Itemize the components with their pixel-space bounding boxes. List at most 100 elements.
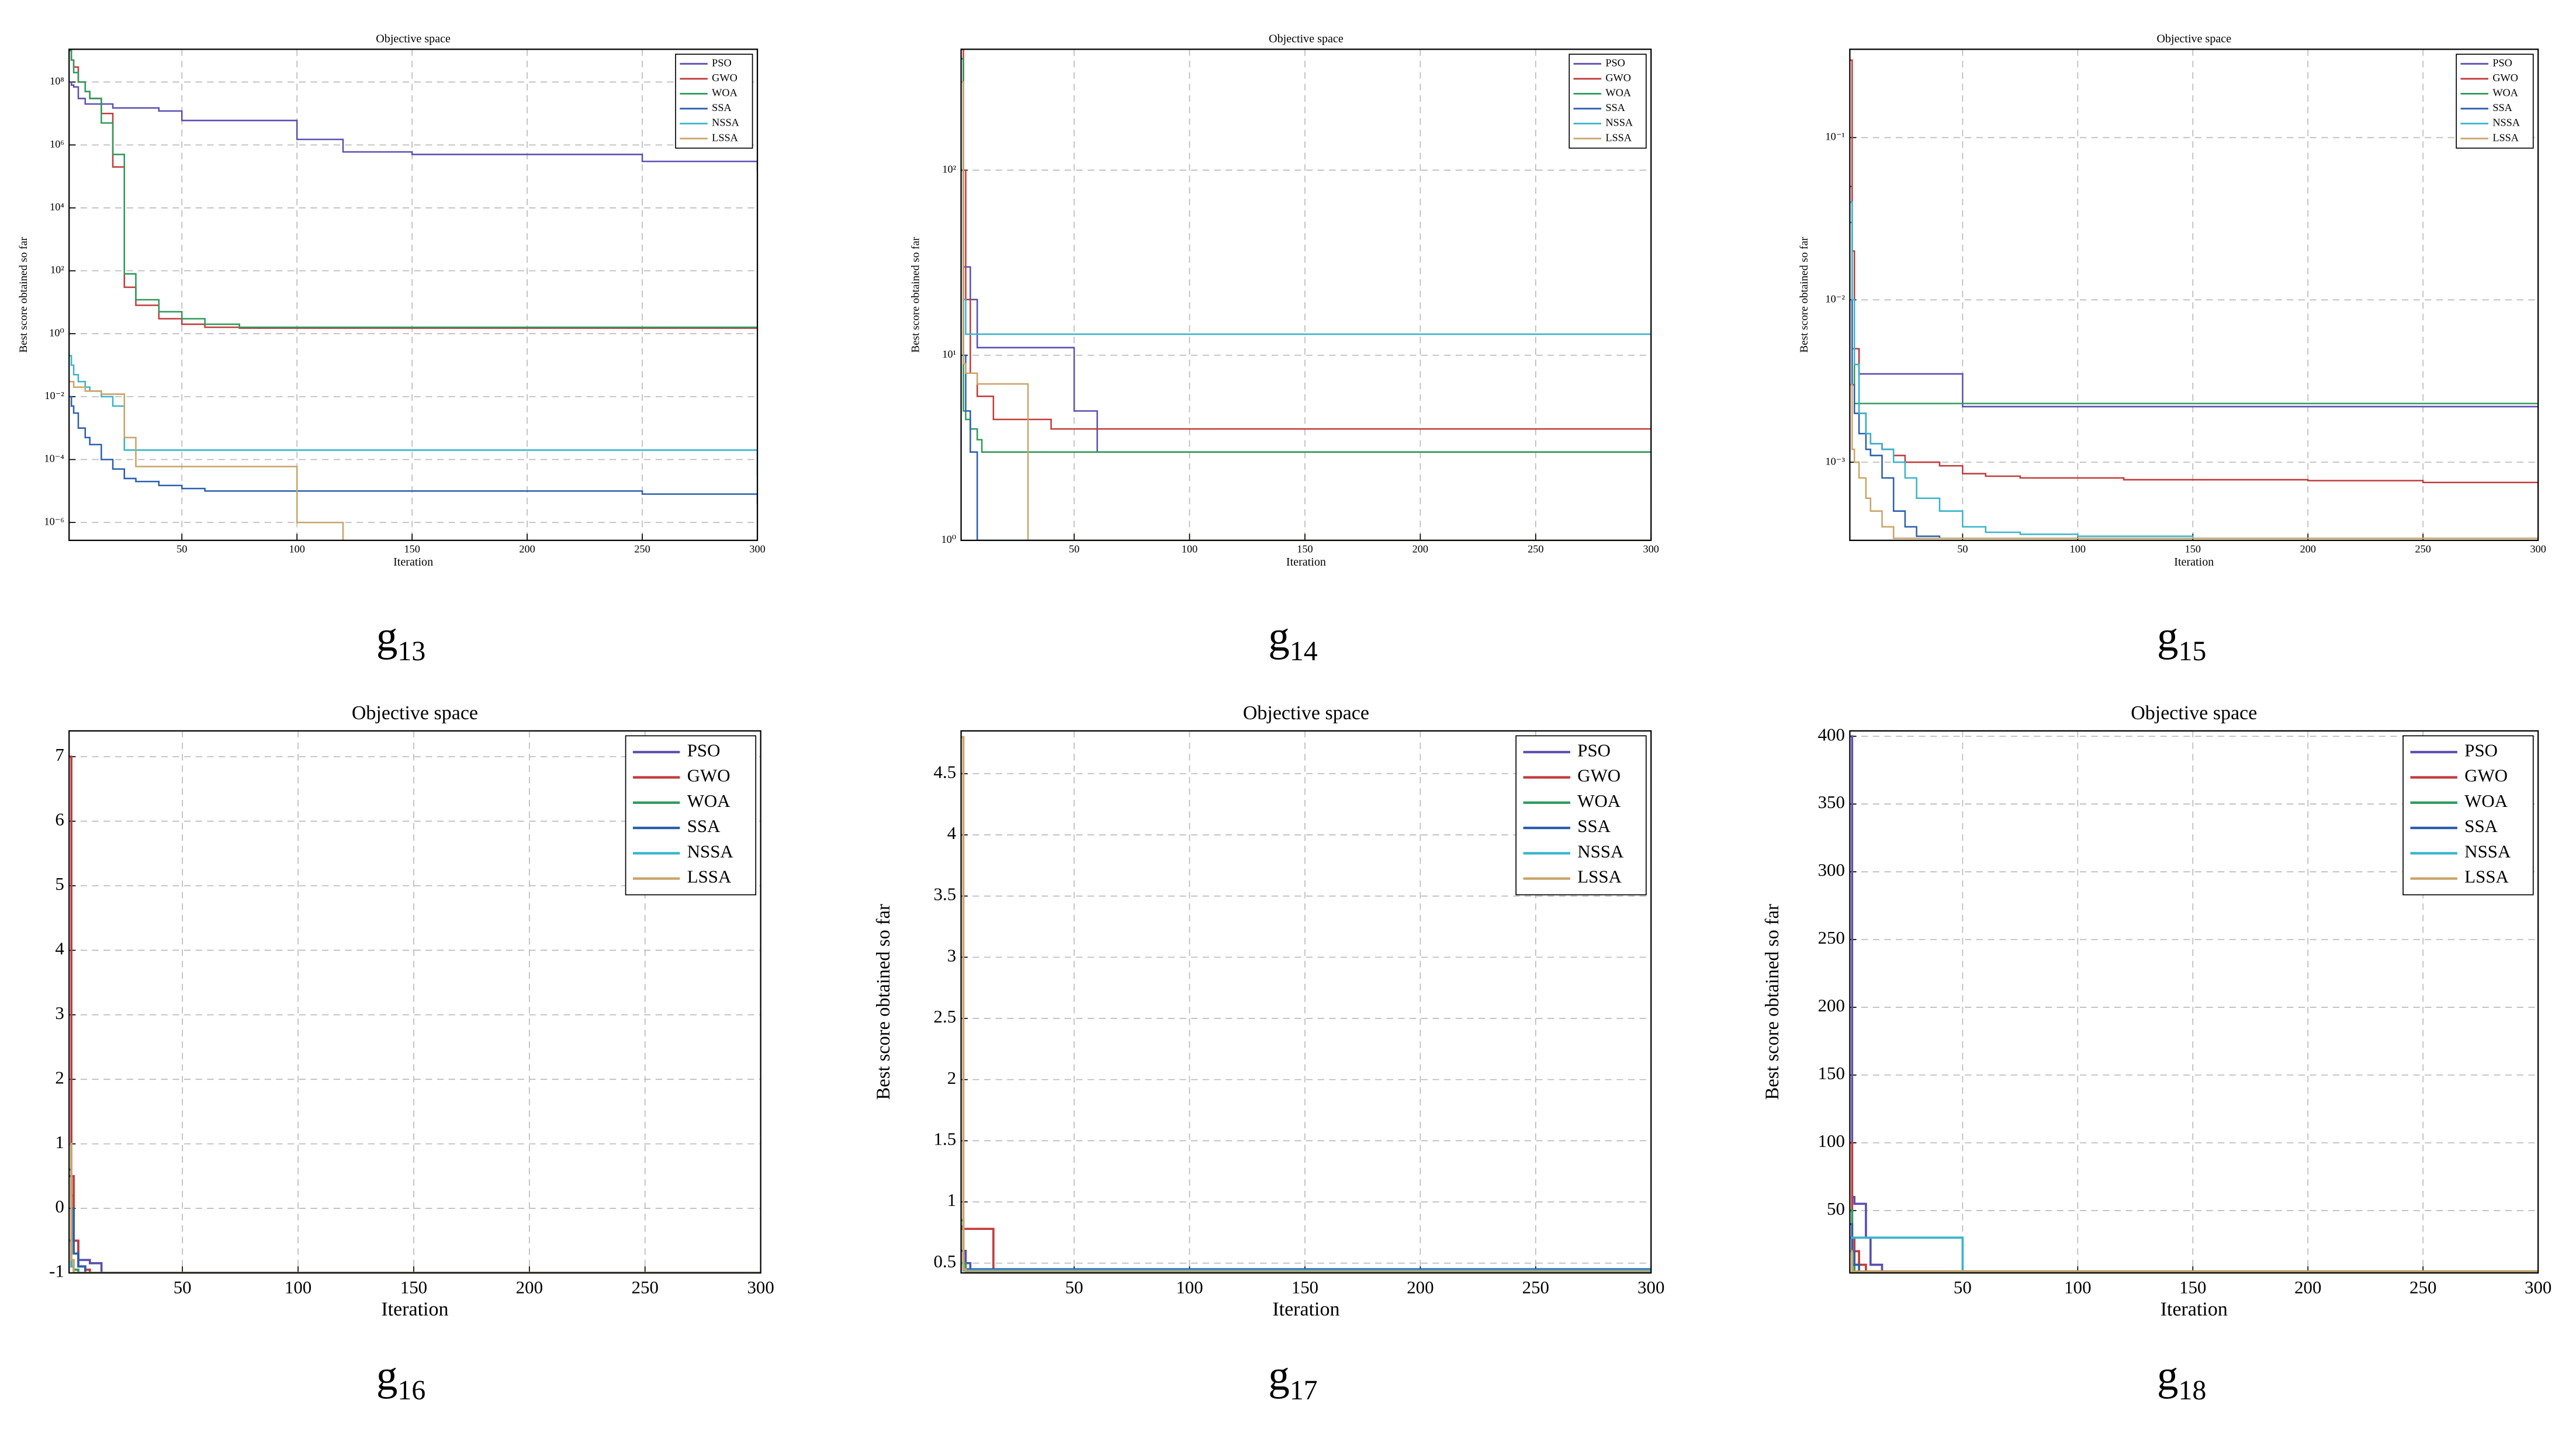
x-tick-label: 50 <box>1065 1277 1083 1297</box>
caption-letter: g <box>1268 612 1290 660</box>
x-tick-label: 100 <box>289 543 304 554</box>
y-tick-label: 200 <box>1818 995 1845 1015</box>
axes-frame <box>960 730 1652 1274</box>
y-tick-label: 2 <box>55 1067 64 1087</box>
x-tick-label: 250 <box>2409 1277 2436 1297</box>
x-tick-label: 200 <box>1412 543 1428 554</box>
legend-label: SSA <box>1577 816 1611 836</box>
x-tick-label: 150 <box>2185 543 2201 554</box>
legend-label: PSO <box>1577 740 1611 760</box>
y-tick-label: 10⁻² <box>1826 293 1846 304</box>
x-tick-label: 250 <box>2415 543 2431 554</box>
y-tick-label: 10⁰ <box>941 533 957 545</box>
y-tick-label: 3 <box>55 1003 64 1023</box>
y-tick-label: 2.5 <box>934 1006 957 1027</box>
y-tick-label: 10⁻³ <box>1826 455 1846 467</box>
caption-letter: g <box>376 612 398 660</box>
chart-title: Objective space <box>376 32 451 45</box>
legend-label: LSSA <box>687 866 732 887</box>
legend-label: NSSA <box>1605 117 1633 129</box>
series-lines <box>1850 59 2539 539</box>
y-tick-label: 250 <box>1818 927 1845 948</box>
series-line <box>961 1261 1651 1272</box>
x-axis-label: Iteration <box>1286 556 1326 569</box>
y-tick-label: 1 <box>55 1132 64 1152</box>
x-axis-label: Iteration <box>2160 1298 2228 1320</box>
x-tick-label: 150 <box>1297 543 1313 554</box>
y-tick-label: 400 <box>1818 724 1845 744</box>
legend-label: LSSA <box>1577 866 1622 887</box>
series-line <box>1850 221 2539 404</box>
legend-label: LSSA <box>2464 866 2509 887</box>
caption: g13 <box>376 612 425 667</box>
axes-frame <box>68 730 761 1274</box>
x-tick-label: 100 <box>2064 1277 2091 1297</box>
legend-label: NSSA <box>2492 117 2520 129</box>
caption-subscript: 17 <box>1290 1375 1318 1406</box>
legend-box <box>1569 53 1647 149</box>
series-line <box>69 396 758 504</box>
series-line <box>961 81 1651 335</box>
x-tick-label: 250 <box>1522 1277 1549 1297</box>
x-tick-label: 300 <box>747 1277 774 1297</box>
y-tick-label: 10⁴ <box>50 201 64 213</box>
series-line <box>961 1250 1651 1271</box>
series-line <box>1850 1250 2539 1273</box>
caption-letter: g <box>2157 612 2179 660</box>
caption: g18 <box>2157 1351 2206 1406</box>
caption-letter: g <box>2157 1351 2179 1399</box>
series-lines <box>69 755 761 1273</box>
x-tick-label: 50 <box>176 543 187 554</box>
x-tick-label: 300 <box>2530 543 2546 554</box>
series-line <box>69 380 344 540</box>
x-tick-label: 300 <box>2525 1277 2551 1297</box>
x-tick-label: 50 <box>174 1277 192 1297</box>
chart-title: Objective space <box>1243 702 1369 724</box>
legend-label: WOA <box>2464 791 2508 811</box>
y-tick-label: 10⁻⁶ <box>44 515 64 527</box>
x-tick-label: 150 <box>404 543 420 554</box>
chart-panel: 0.5 1 1.5 2 2.5 3 3.5 4 4.5 50 100 150 200 250 300 Obje… <box>873 702 1664 1406</box>
series-line <box>69 50 758 328</box>
axes-frame <box>1849 48 2539 541</box>
legend-label: PSO <box>687 740 721 760</box>
legend-label: PSO <box>712 57 732 68</box>
legend-label: GWO <box>687 765 730 786</box>
legend-label: NSSA <box>687 841 734 861</box>
x-tick-label: 300 <box>1637 1277 1664 1297</box>
y-tick-label: 1 <box>947 1190 956 1210</box>
caption-letter: g <box>1268 1351 1290 1399</box>
x-tick-label: 250 <box>634 543 650 554</box>
y-tick-label: 100 <box>1818 1131 1845 1151</box>
y-tick-label: 10⁶ <box>50 138 64 150</box>
legend-label: SSA <box>712 102 732 113</box>
y-tick-label: 10⁸ <box>50 75 64 87</box>
y-tick-label: 3.5 <box>934 884 957 904</box>
y-axis-label: Best score obtained so far <box>909 237 922 353</box>
caption: g14 <box>1268 612 1317 667</box>
legend-label: NSSA <box>2464 841 2511 861</box>
caption: g17 <box>1268 1351 1317 1406</box>
legend-label: SSA <box>1605 102 1625 113</box>
series-line <box>961 58 1651 453</box>
y-axis-label: Best score obtained so far <box>1762 904 1783 1100</box>
chart-panel: 50 100 150 200 250 300 350 400 50 100 150 200 250 300… <box>1762 702 2551 1406</box>
legend-label: WOA <box>2492 87 2518 99</box>
x-tick-label: 250 <box>1528 543 1543 554</box>
y-tick-label: -1 <box>49 1261 64 1281</box>
legend-label: PSO <box>2464 740 2498 760</box>
x-axis-label: Iteration <box>1272 1298 1339 1320</box>
series-lines <box>1850 735 2539 1273</box>
x-tick-label: 100 <box>285 1277 311 1297</box>
y-tick-label: 5 <box>55 874 64 894</box>
legend-label: GWO <box>2464 765 2508 786</box>
caption: g16 <box>376 1351 425 1406</box>
series-line <box>69 355 758 476</box>
chart-title: Objective space <box>2131 702 2257 724</box>
axes-frame <box>960 48 1652 541</box>
chart-panel: 10⁻⁶ 10⁻⁴ 10⁻² 10⁰ 10² 10⁴ 10⁶ 10⁸ 50 100 150 200 25… <box>18 32 766 666</box>
caption-subscript: 18 <box>2179 1375 2207 1406</box>
legend-label: LSSA <box>1605 131 1632 143</box>
legend-label: LSSA <box>712 131 738 143</box>
x-tick-label: 200 <box>2300 543 2316 554</box>
